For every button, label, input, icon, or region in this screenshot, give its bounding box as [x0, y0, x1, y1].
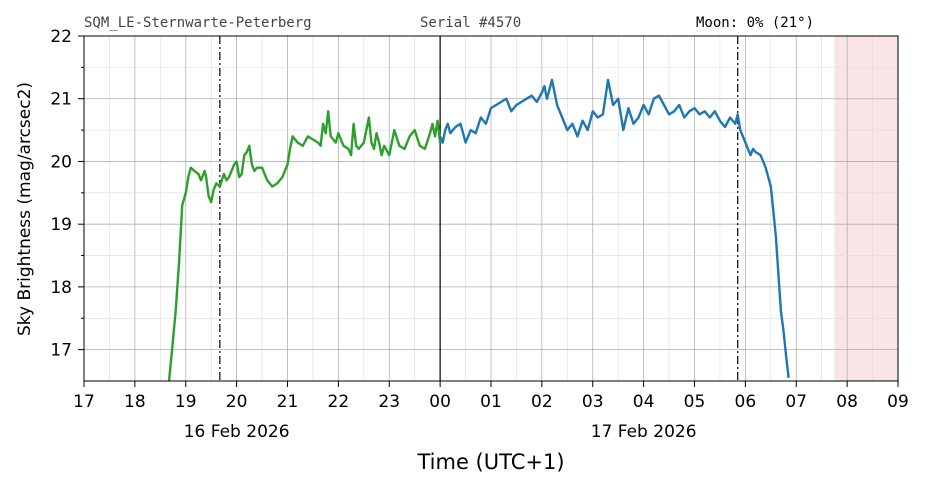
- x-tick-label: 05: [684, 392, 706, 412]
- series-line: [438, 78, 790, 379]
- serial-number: Serial #4570: [420, 15, 522, 31]
- series-lines: [167, 78, 790, 382]
- x-tick-labels: 17 18 19 20 21 22 23 00 01 02 03 04 05 06 07 08 09: [73, 392, 909, 412]
- x-tick-label: 02: [531, 392, 553, 412]
- x-tick-label: 08: [836, 392, 858, 412]
- x-tick-label: 21: [277, 392, 299, 412]
- x-tick-label: 20: [226, 392, 248, 412]
- moon-shade-region: [834, 36, 898, 381]
- x-tick-label: 07: [785, 392, 807, 412]
- station-name: SQM_LE-Sternwarte-Peterberg: [84, 15, 312, 31]
- date-label: 16 Feb 2026: [184, 422, 290, 442]
- y-tick-label: 22: [50, 27, 72, 47]
- x-tick-label: 22: [328, 392, 350, 412]
- series-line: [167, 110, 442, 382]
- y-tick-label: 19: [50, 215, 72, 235]
- x-tick-label: 04: [633, 392, 655, 412]
- x-tick-label: 00: [429, 392, 451, 412]
- x-tick-label: 19: [175, 392, 197, 412]
- x-tick-label: 01: [480, 392, 502, 412]
- x-axis-label: Time (UTC+1): [416, 450, 564, 474]
- x-tick-label: 18: [124, 392, 146, 412]
- date-label: 17 Feb 2026: [591, 422, 697, 442]
- y-tick-label: 18: [50, 278, 72, 298]
- x-tick-label: 06: [735, 392, 757, 412]
- moon-shade: [834, 36, 898, 381]
- x-tick-label: 17: [73, 392, 95, 412]
- y-tick-label: 21: [50, 90, 72, 110]
- y-axis-label: Sky Brightness (mag/arcsec2): [15, 82, 35, 336]
- axis-ticks: [78, 35, 899, 387]
- grid: [83, 35, 899, 382]
- reference-lines: [219, 36, 739, 381]
- x-tick-label: 03: [582, 392, 604, 412]
- x-tick-label: 09: [887, 392, 909, 412]
- date-labels: 16 Feb 2026 17 Feb 2026: [184, 422, 697, 442]
- y-tick-label: 20: [50, 152, 72, 172]
- y-tick-label: 17: [50, 341, 72, 361]
- y-tick-labels: 17 18 19 20 21 22: [50, 27, 72, 361]
- moon-info: Moon: 0% (21°): [696, 15, 815, 31]
- x-tick-label: 23: [378, 392, 400, 412]
